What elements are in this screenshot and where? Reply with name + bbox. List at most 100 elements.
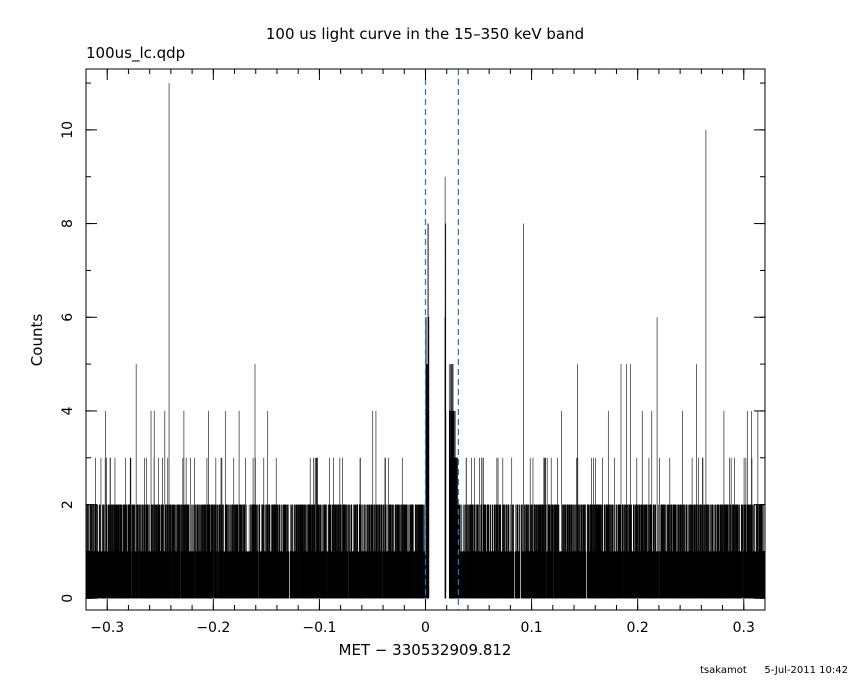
count-bar: [376, 504, 377, 599]
count-bar: [707, 504, 708, 599]
count-bar: [565, 504, 567, 599]
count-bar: [532, 551, 533, 599]
count-bar: [366, 504, 368, 599]
count-bar: [171, 504, 172, 599]
count-bar: [318, 504, 320, 599]
count-bar: [241, 504, 242, 599]
count-bar: [236, 504, 238, 599]
count-bar: [555, 504, 557, 599]
count-bar: [472, 504, 473, 599]
count-bar: [600, 504, 602, 599]
count-bar: [657, 551, 659, 599]
count-bar: [412, 504, 413, 599]
count-bar: [684, 551, 686, 599]
count-bar: [413, 551, 414, 599]
count-bar: [409, 504, 411, 599]
count-bar: [335, 504, 337, 599]
count-bar: [452, 364, 454, 599]
count-bar: [699, 551, 701, 599]
count-bar: [541, 504, 543, 599]
count-bar: [595, 504, 597, 599]
count-bar: [496, 504, 497, 599]
count-bar: [602, 457, 603, 599]
count-bar: [322, 504, 323, 599]
count-bar: [738, 504, 740, 599]
count-bar: [581, 504, 583, 599]
count-bar: [532, 457, 534, 599]
count-bar: [719, 504, 721, 599]
count-bar: [592, 504, 594, 599]
count-bar: [543, 504, 544, 599]
count-bar: [509, 504, 511, 599]
count-bar: [591, 504, 593, 599]
count-bar: [275, 457, 277, 599]
count-bar: [723, 551, 724, 599]
count-bar: [342, 504, 344, 599]
count-bar: [131, 504, 133, 599]
count-bar: [303, 504, 304, 599]
count-bar: [365, 504, 366, 599]
count-bar: [463, 551, 464, 599]
count-bar: [319, 504, 321, 599]
count-bar: [557, 504, 559, 599]
count-bar: [231, 504, 232, 599]
count-bar: [413, 504, 414, 599]
count-bar: [713, 551, 715, 599]
count-bar: [378, 504, 380, 599]
count-bar: [484, 504, 485, 599]
count-bar: [412, 551, 414, 599]
count-bar: [259, 551, 261, 599]
count-bar: [251, 504, 253, 599]
count-bar: [281, 504, 283, 599]
count-bar: [356, 504, 357, 599]
count-bar: [650, 504, 652, 599]
count-bar: [281, 551, 283, 599]
count-bar: [129, 457, 131, 599]
count-bar: [393, 504, 395, 599]
count-bar: [697, 504, 699, 599]
count-bar: [135, 364, 137, 599]
count-bar: [570, 504, 571, 599]
count-bar: [634, 504, 636, 599]
count-bar: [340, 504, 342, 599]
count-bar: [558, 504, 559, 599]
count-bar: [184, 504, 186, 599]
count-bar: [383, 504, 385, 599]
count-bar: [235, 551, 237, 599]
count-bar: [145, 504, 146, 599]
count-bar: [415, 504, 416, 599]
marker-lines: [424, 69, 459, 610]
count-bar: [93, 551, 95, 599]
count-bar: [265, 504, 266, 599]
count-bar: [549, 504, 551, 599]
count-bar: [613, 551, 614, 599]
count-bar: [346, 504, 348, 599]
count-bar: [717, 504, 719, 599]
count-bar: [617, 551, 618, 599]
count-bar: [729, 504, 730, 599]
count-bar: [156, 504, 157, 599]
x-tick-label: 0.3: [733, 620, 755, 636]
count-bar: [628, 504, 630, 599]
count-bar: [682, 410, 683, 599]
count-bar: [579, 504, 580, 599]
count-bar: [229, 551, 231, 599]
count-bar: [220, 457, 222, 599]
count-bar: [103, 504, 105, 599]
count-bar: [251, 504, 252, 599]
count-bar: [195, 504, 196, 599]
count-bar: [305, 504, 307, 599]
count-bar: [237, 551, 239, 599]
count-bar: [461, 504, 463, 599]
count-bar: [394, 551, 396, 599]
count-bar: [419, 504, 421, 599]
count-bar: [122, 551, 123, 599]
count-bar: [624, 504, 625, 599]
count-bar: [531, 504, 533, 599]
count-bar: [308, 504, 310, 599]
count-bar: [663, 551, 664, 599]
count-bar: [724, 504, 725, 599]
bars-layer: [86, 83, 766, 599]
count-bar: [714, 504, 715, 599]
count-bar: [551, 551, 553, 599]
